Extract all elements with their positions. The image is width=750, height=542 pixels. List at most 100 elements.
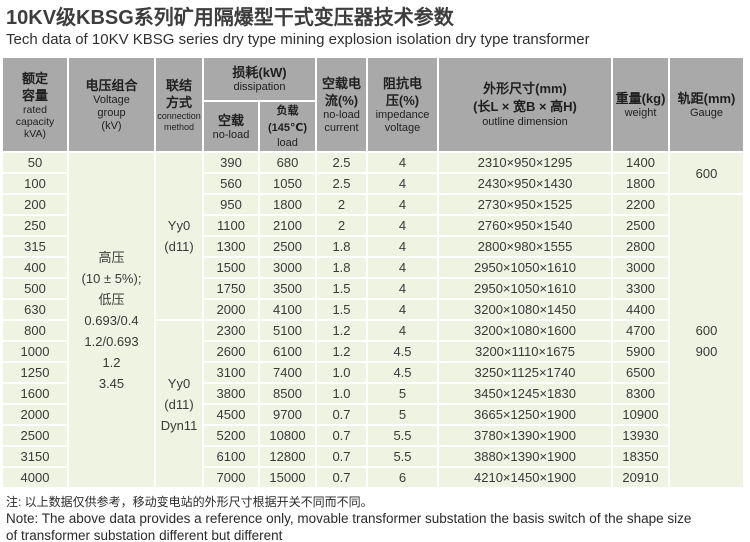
header-row-2: 空载 no-load 负载(145℃) load: [3, 102, 743, 151]
note-zh: 注: 以上数据仅供参考，移动变电站的外形尺寸根据开关不同而不同。: [6, 495, 373, 509]
cell-impedance-voltage: 5: [368, 384, 437, 403]
cell-load-loss: 15000: [260, 468, 315, 487]
header-dimension-en: outline dimension: [482, 116, 568, 128]
header-load-loss-en: load: [277, 137, 298, 149]
cell-impedance-voltage: 4: [368, 300, 437, 319]
cell-no-load-loss: 2300: [204, 321, 258, 340]
table-row: 400 1500 3000 1.8 4 2950×1050×1610 3000: [3, 258, 743, 277]
cell-no-load-current: 2: [317, 195, 366, 214]
cell-load-loss: 680: [260, 153, 315, 172]
cell-gauge: 600 900: [670, 195, 743, 487]
cell-impedance-voltage: 4: [368, 237, 437, 256]
cell-dimension: 2310×950×1295: [439, 153, 611, 172]
cell-impedance-voltage: 4: [368, 174, 437, 193]
cell-dimension: 2730×950×1525: [439, 195, 611, 214]
cell-dimension: 2760×950×1540: [439, 216, 611, 235]
cell-no-load-loss: 3800: [204, 384, 258, 403]
header-voltage-group-zh: 电压组合: [85, 77, 138, 93]
cell-capacity: 800: [3, 321, 67, 340]
note-en: Note: The above data provides a referenc…: [6, 511, 692, 542]
cell-capacity: 400: [3, 258, 67, 277]
cell-no-load-current: 2: [317, 216, 366, 235]
table-row: 1250 3100 7400 1.0 4.5 3250×1125×1740 6500: [3, 363, 743, 382]
notes: 注: 以上数据仅供参考，移动变电站的外形尺寸根据开关不同而不同。 Note: T…: [0, 489, 750, 542]
cell-no-load-current: 1.5: [317, 279, 366, 298]
header-no-load-loss-zh: 空载: [217, 112, 244, 128]
header-weight-zh: 重量(kg): [615, 90, 666, 106]
table-row: 50 高压 (10 ± 5%); 低压 0.693/0.4 1.2/0.693 1…: [3, 153, 743, 487]
header-weight: 重量(kg) weight: [613, 58, 668, 151]
header-connection-en: connection method: [157, 110, 201, 132]
cell-capacity: 2000: [3, 405, 67, 424]
page-title: 10KV级KBSG系列矿用隔爆型干式变压器技术参数: [6, 7, 454, 29]
header-capacity: 额定 容量 rated capacity kVA): [3, 58, 67, 151]
header-dissipation-en: dissipation: [233, 81, 286, 93]
cell-impedance-voltage: 4.5: [368, 342, 437, 361]
header-no-load-loss: 空载 no-load: [204, 102, 258, 151]
header-voltage-group-en: Voltage group (kV): [93, 93, 130, 132]
cell-impedance-voltage: 5.5: [368, 426, 437, 445]
cell-impedance-voltage: 4: [368, 321, 437, 340]
cell-impedance-voltage: 4: [368, 258, 437, 277]
cell-no-load-loss: 560: [204, 174, 258, 193]
cell-capacity: 50: [3, 153, 67, 172]
table-row: 2000 4500 9700 0.7 5 3665×1250×1900 10900: [3, 405, 743, 424]
cell-capacity: 2500: [3, 426, 67, 445]
cell-dimension: 2430×950×1430: [439, 174, 611, 193]
table-row: 100 560 1050 2.5 4 2430×950×1430 1800: [3, 174, 743, 193]
cell-no-load-loss: 1500: [204, 258, 258, 277]
cell-load-loss: 2100: [260, 216, 315, 235]
cell-load-loss: 2500: [260, 237, 315, 256]
header-capacity-en: rated capacity kVA): [15, 103, 55, 140]
table-row: 1600 3800 8500 1.0 5 3450×1245×1830 8300: [3, 384, 743, 403]
header-connection: 联结 方式 connection method: [156, 58, 202, 151]
cell-load-loss: 4100: [260, 300, 315, 319]
cell-no-load-current: 1.2: [317, 342, 366, 361]
cell-impedance-voltage: 4: [368, 216, 437, 235]
cell-load-loss: 5100: [260, 321, 315, 340]
cell-weight: 2500: [613, 216, 668, 235]
cell-capacity: 100: [3, 174, 67, 193]
header-no-load-current: 空载电 流(%) no-load current: [317, 58, 366, 151]
cell-no-load-loss: 6100: [204, 447, 258, 466]
table-body: 50 高压 (10 ± 5%); 低压 0.693/0.4 1.2/0.693 1…: [3, 153, 743, 487]
cell-weight: 6500: [613, 363, 668, 382]
cell-load-loss: 1050: [260, 174, 315, 193]
cell-impedance-voltage: 5.5: [368, 447, 437, 466]
cell-no-load-loss: 4500: [204, 405, 258, 424]
cell-no-load-loss: 2600: [204, 342, 258, 361]
cell-gauge: 600: [670, 153, 743, 193]
cell-load-loss: 8500: [260, 384, 315, 403]
cell-weight: 13930: [613, 426, 668, 445]
cell-weight: 2800: [613, 237, 668, 256]
table-row: 2500 5200 10800 0.7 5.5 3780×1390×1900 13930: [3, 426, 743, 445]
cell-dimension: 3200×1080×1600: [439, 321, 611, 340]
header-no-load-current-en: no-load current: [323, 108, 360, 134]
table-row: 800 Yy0 (d11) Dyn11 2300 5100 1.2 4 3200×1080×…: [3, 321, 743, 487]
header-impedance: 阻抗电 压(%) impedance voltage: [368, 58, 437, 151]
cell-no-load-current: 1.8: [317, 258, 366, 277]
header-impedance-zh: 阻抗电 压(%): [382, 75, 422, 108]
cell-capacity: 3150: [3, 447, 67, 466]
cell-no-load-loss: 3100: [204, 363, 258, 382]
cell-capacity: 1250: [3, 363, 67, 382]
cell-no-load-current: 0.7: [317, 447, 366, 466]
cell-weight: 20910: [613, 468, 668, 487]
cell-impedance-voltage: 4.5: [368, 363, 437, 382]
cell-weight: 3000: [613, 258, 668, 277]
header-dissipation-zh: 损耗(kW): [232, 65, 287, 80]
cell-weight: 1800: [613, 174, 668, 193]
cell-impedance-voltage: 4: [368, 195, 437, 214]
cell-impedance-voltage: 6: [368, 468, 437, 487]
cell-load-loss: 9700: [260, 405, 315, 424]
cell-dimension: 3780×1390×1900: [439, 426, 611, 445]
cell-dimension: 3200×1110×1675: [439, 342, 611, 361]
cell-weight: 4400: [613, 300, 668, 319]
cell-dimension: 3665×1250×1900: [439, 405, 611, 424]
cell-connection: Yy0 (d11) Dyn11: [156, 321, 202, 487]
cell-no-load-current: 0.7: [317, 426, 366, 445]
cell-no-load-loss: 1100: [204, 216, 258, 235]
cell-dimension: 3200×1080×1450: [439, 300, 611, 319]
table-row: 3150 6100 12800 0.7 5.5 3880×1390×1900 18350: [3, 447, 743, 466]
